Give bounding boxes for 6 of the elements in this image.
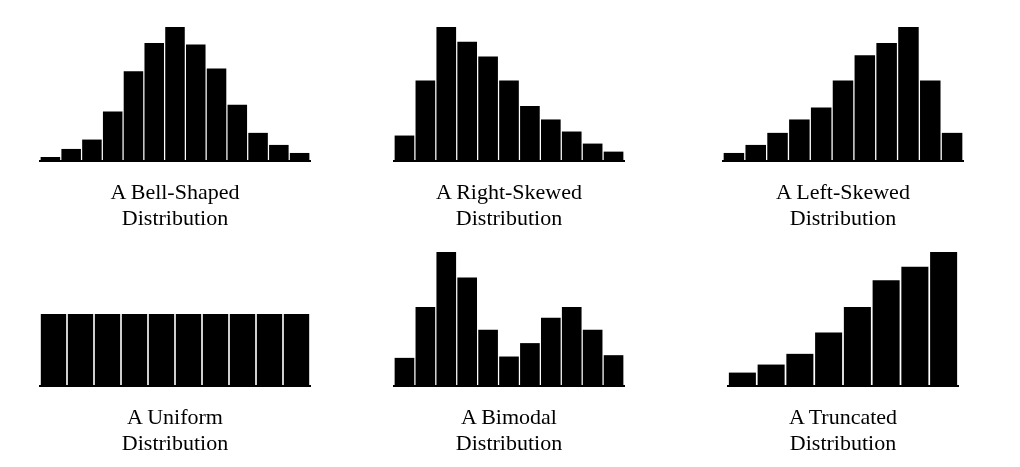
text: A Right-Skewed Distribution: [435, 179, 583, 232]
text: A Truncated Distribution: [788, 404, 898, 457]
text: A Left-Skewed Distribution: [776, 179, 910, 232]
text: A Bell-Shaped Distribution: [110, 179, 240, 232]
text: A Bimodal Distribution: [455, 404, 563, 457]
text: A Uniform Distribution: [121, 404, 229, 457]
